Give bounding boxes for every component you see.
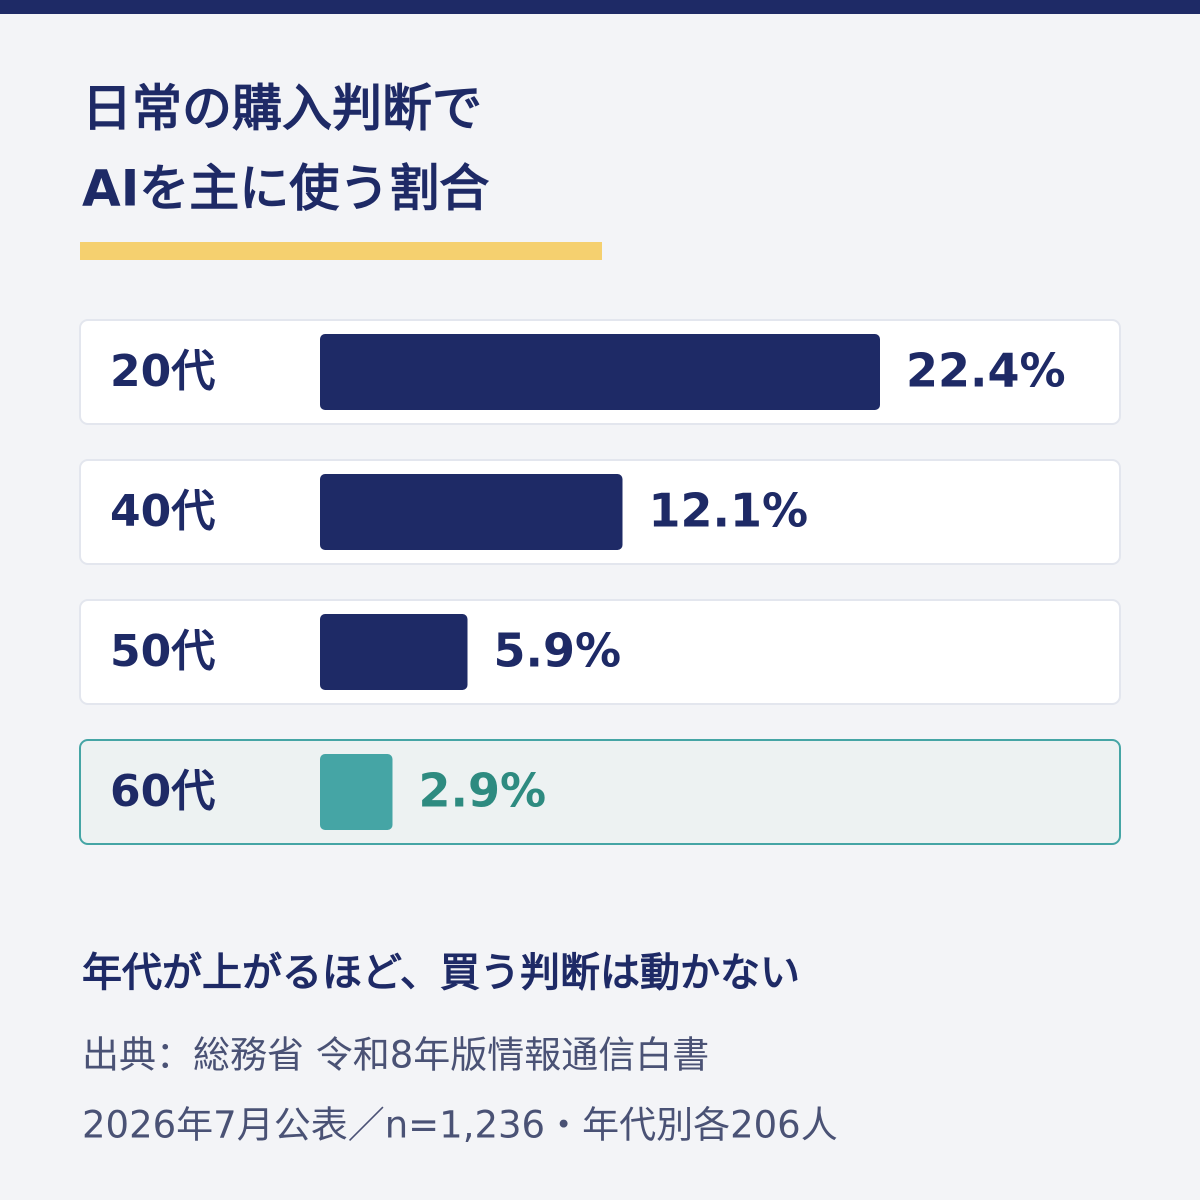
chart-title: AIを主に使う割合 [82, 160, 489, 218]
row-box [79, 739, 1121, 845]
value-label: 22.4% [906, 344, 1066, 398]
top-band [0, 0, 1200, 14]
category-label: 50代 [110, 626, 215, 677]
category-label: 60代 [110, 766, 215, 817]
value-label: 5.9% [494, 624, 622, 678]
subtitle: 年代が上がるほど、買う判断は動かない [82, 950, 800, 996]
source: 2026年7月公表／n=1,236・年代別各206人 [82, 1104, 838, 1147]
source: 出典：総務省 令和8年版情報通信白書 [82, 1034, 709, 1077]
value-label: 2.9% [419, 764, 547, 818]
value-label: 12.1% [649, 484, 809, 538]
bar [320, 754, 393, 830]
chart-title: 日常の購入判断で [82, 80, 482, 138]
bar [320, 334, 880, 410]
category-label: 40代 [110, 486, 215, 537]
bar [320, 474, 623, 550]
title-underline [80, 242, 602, 260]
bar [320, 614, 468, 690]
category-label: 20代 [110, 346, 215, 397]
